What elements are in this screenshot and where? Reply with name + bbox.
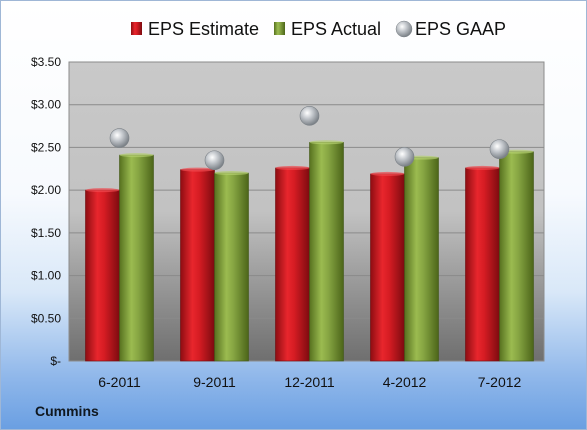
- y-tick-label: $1.50: [31, 226, 61, 240]
- x-tick-label: 7-2012: [478, 374, 522, 390]
- y-tick-label: $0.50: [31, 311, 61, 325]
- eps-estimate-bar: [370, 173, 405, 362]
- eps-actual-bar-cap: [119, 153, 154, 158]
- eps-actual-bar-cap: [214, 171, 249, 176]
- eps-estimate-bar-cap: [370, 171, 405, 176]
- eps-estimate-bar-cap: [465, 165, 500, 170]
- x-tick-label: 9-2011: [193, 374, 236, 390]
- y-tick-label: $2.00: [31, 183, 61, 197]
- bars: [85, 106, 534, 362]
- y-axis-labels: $- $0.50 $1.00 $1.50 $2.00 $2.50 $3.00 $3.50: [31, 55, 61, 368]
- eps-estimate-bar: [85, 189, 120, 362]
- eps-estimate-bar: [180, 169, 215, 362]
- legend-gaap-label: EPS GAAP: [415, 19, 506, 39]
- eps-gaap-marker: [109, 128, 130, 148]
- legend-estimate-swatch: [131, 22, 142, 35]
- company-name: Cummins: [35, 403, 99, 419]
- eps-gaap-marker: [394, 147, 415, 167]
- eps-gaap-marker: [299, 106, 320, 126]
- x-tick-label: 4-2012: [383, 374, 427, 390]
- eps-gaap-marker: [204, 150, 225, 171]
- eps-estimate-bar-cap: [275, 165, 310, 170]
- x-tick-label: 6-2011: [98, 374, 141, 390]
- x-tick-label: 12-2011: [284, 374, 335, 390]
- eps-actual-bar-cap: [309, 140, 344, 145]
- legend-gaap-swatch: [395, 20, 413, 38]
- eps-estimate-bar: [275, 167, 310, 362]
- legend-actual-swatch: [274, 22, 285, 35]
- eps-actual-bar: [119, 154, 154, 362]
- eps-estimate-bar: [465, 167, 500, 362]
- eps-gaap-marker: [489, 139, 510, 159]
- legend: EPS Estimate EPS Actual EPS GAAP: [131, 19, 506, 39]
- legend-estimate-label: EPS Estimate: [148, 19, 259, 39]
- eps-actual-bar: [309, 142, 344, 362]
- eps-estimate-bar-cap: [85, 188, 120, 193]
- y-tick-label: $3.00: [31, 98, 61, 112]
- eps-actual-bar: [214, 172, 249, 362]
- eps-actual-bar: [499, 151, 534, 362]
- y-tick-label: $1.00: [31, 269, 61, 283]
- eps-actual-bar: [404, 157, 439, 362]
- y-tick-label: $2.50: [31, 140, 61, 154]
- legend-actual-label: EPS Actual: [291, 19, 381, 39]
- y-tick-label: $-: [50, 354, 61, 368]
- eps-estimate-bar-cap: [180, 167, 215, 172]
- y-tick-label: $3.50: [31, 55, 61, 69]
- x-axis-labels: 6-2011 9-2011 12-2011 4-2012 7-2012: [98, 374, 521, 390]
